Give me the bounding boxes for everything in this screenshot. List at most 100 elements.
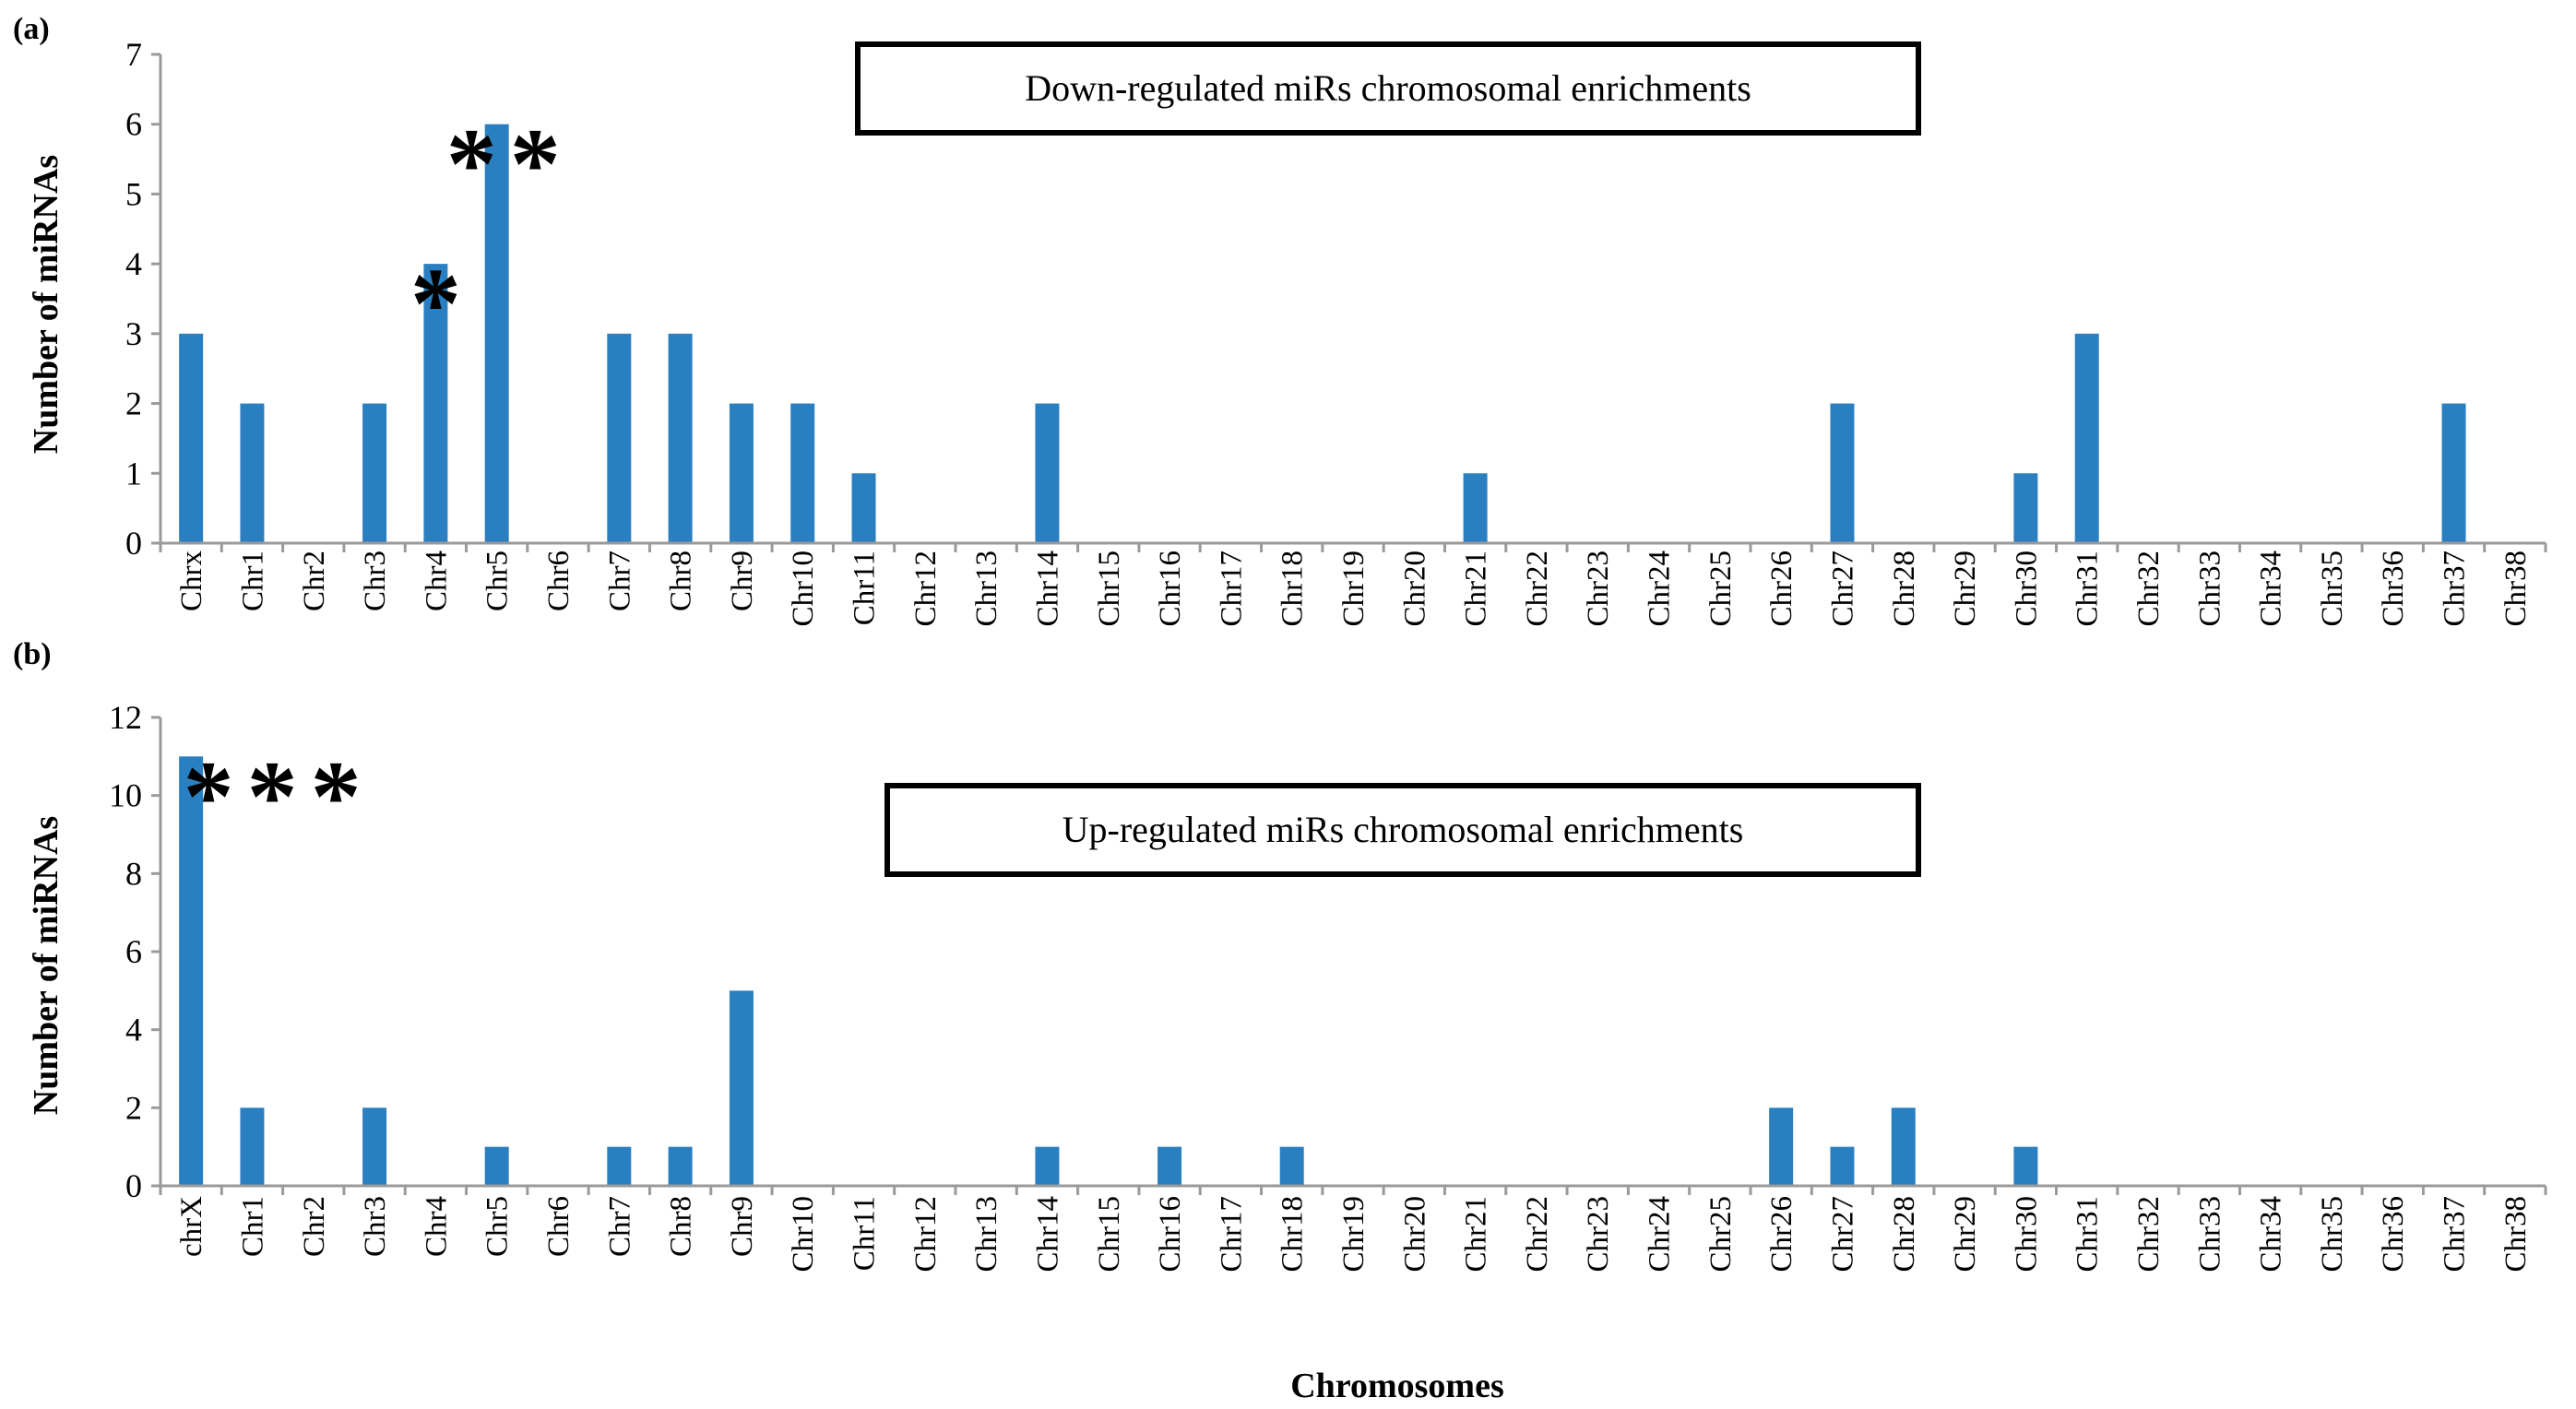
x-tick-label: Chr18 (1276, 1196, 1310, 1273)
x-tick-label: Chr37 (2439, 1196, 2472, 1273)
significance-marker: * (410, 247, 461, 360)
y-ticks-a: 0 1 2 3 4 5 6 7 (125, 36, 160, 562)
bar-chr11 (851, 473, 876, 543)
bar-chrx (179, 756, 204, 1186)
x-tick-label: Chr8 (665, 551, 698, 611)
bar-chrx (179, 333, 204, 543)
x-tick-label: Chr5 (481, 1196, 515, 1257)
x-tick-label: Chr30 (2010, 1196, 2043, 1273)
y-tick-label: 0 (125, 525, 142, 562)
x-tick-label: Chr22 (1521, 1196, 1554, 1273)
x-tick-label: Chr27 (1826, 1196, 1859, 1273)
x-tick-label: Chr16 (1154, 551, 1187, 627)
x-tick-label: Chr33 (2193, 1196, 2226, 1273)
x-tick-label: Chr27 (1826, 551, 1859, 627)
bars-b (179, 756, 2038, 1186)
chart-a: (a) Number of miRNAs Down-regulated miRs… (13, 12, 2547, 627)
annotations-b: *** (184, 740, 362, 852)
x-tick-label: Chr34 (2255, 1196, 2288, 1273)
x-tick-label: Chr22 (1521, 551, 1554, 627)
bar-chr14 (1035, 1146, 1060, 1186)
y-tick-label: 4 (125, 1012, 142, 1048)
y-axis-title-a: Number of miRNAs (27, 155, 65, 454)
x-tick-label: Chr12 (909, 1196, 943, 1273)
y-tick-label: 1 (125, 455, 142, 491)
bar-chr7 (607, 1146, 632, 1186)
x-axis-title: Chromosomes (1290, 1367, 1504, 1405)
y-tick-label: 0 (125, 1167, 142, 1204)
x-tick-label: Chr23 (1582, 1196, 1615, 1273)
x-tick-label: Chr11 (849, 551, 882, 625)
bar-chr5 (484, 124, 509, 543)
x-tick-label: Chr32 (2132, 1196, 2166, 1273)
bar-chr18 (1279, 1146, 1304, 1186)
x-tick-label: Chr15 (1093, 1196, 1126, 1273)
x-tick-label: Chr5 (481, 551, 515, 611)
x-tick-label: Chr38 (2499, 1196, 2533, 1273)
y-tick-label: 7 (125, 36, 142, 73)
x-tick-label: Chr24 (1644, 1196, 1677, 1273)
x-tick-label: Chr3 (359, 1196, 392, 1257)
y-tick-label: 8 (125, 855, 142, 892)
bar-chr5 (484, 1146, 509, 1186)
x-tick-label: Chr34 (2255, 551, 2288, 627)
x-tick-label: Chr37 (2439, 551, 2472, 627)
y-ticks-b: 0 2 4 6 8 10 12 (109, 699, 160, 1204)
x-tick-label: Chr1 (236, 551, 269, 611)
x-tick-label: Chr4 (420, 551, 453, 611)
y-tick-label: 12 (109, 699, 142, 736)
bar-chr7 (607, 333, 632, 543)
bar-chr37 (2441, 403, 2466, 543)
x-tick-label: Chr9 (726, 1196, 759, 1257)
x-tick-label: Chr12 (909, 551, 943, 627)
x-tick-label: Chr26 (1765, 551, 1798, 627)
bar-chr26 (1769, 1107, 1794, 1186)
x-tick-label: Chr1 (236, 1196, 269, 1257)
x-tick-label: Chr31 (2071, 551, 2105, 627)
annotations-a: *** (410, 108, 574, 360)
x-tick-label: Chr6 (542, 1196, 576, 1257)
bar-chr8 (668, 333, 693, 543)
bar-chr1 (240, 403, 265, 543)
x-tick-label: Chr19 (1337, 551, 1371, 627)
bars-a (179, 124, 2466, 543)
x-tick-label: Chr18 (1276, 551, 1310, 627)
x-tick-label: Chr23 (1582, 551, 1615, 627)
bar-chr27 (1830, 403, 1855, 543)
significance-marker: ** (446, 108, 574, 220)
x-tick-label: Chr28 (1888, 1196, 1921, 1273)
bar-chr31 (2074, 333, 2099, 543)
chart-title-b: Up-regulated miRs chromosomal enrichment… (1062, 809, 1744, 850)
y-tick-label: 2 (125, 385, 142, 422)
y-tick-label: 6 (125, 106, 142, 143)
y-tick-label: 3 (125, 315, 142, 352)
chart-title-box-a (855, 41, 1921, 136)
bar-chr28 (1891, 1107, 1916, 1186)
bar-chr9 (729, 403, 754, 543)
bar-chr1 (240, 1107, 265, 1186)
x-tick-label: Chr11 (849, 1196, 882, 1271)
x-tick-label: Chr8 (665, 1196, 698, 1257)
x-tick-label: Chr25 (1704, 1196, 1738, 1273)
x-tick-label: Chr36 (2377, 551, 2410, 627)
x-tick-label: Chr28 (1888, 551, 1921, 627)
bar-chr10 (790, 403, 815, 543)
x-tick-label: Chr35 (2316, 1196, 2349, 1273)
x-tick-label: Chr14 (1031, 551, 1064, 627)
x-tick-label: Chr7 (603, 1196, 636, 1257)
x-tick-label: Chr14 (1031, 1196, 1064, 1273)
x-tick-label: Chr17 (1215, 551, 1248, 627)
bar-chr14 (1035, 403, 1060, 543)
x-tick-label: Chr24 (1644, 551, 1677, 627)
bar-chr30 (2013, 1146, 2038, 1186)
x-tick-label: Chr19 (1337, 1196, 1371, 1273)
y-tick-label: 5 (125, 175, 142, 212)
x-tick-label: Chr13 (970, 1196, 1003, 1273)
bar-chr3 (362, 403, 387, 543)
bar-chr21 (1463, 473, 1488, 543)
x-tick-label: Chr21 (1460, 1196, 1493, 1273)
x-tick-label: Chr2 (298, 551, 331, 611)
x-tick-label: Chr2 (298, 1196, 331, 1257)
y-tick-label: 6 (125, 933, 142, 970)
bar-chr9 (729, 990, 754, 1186)
